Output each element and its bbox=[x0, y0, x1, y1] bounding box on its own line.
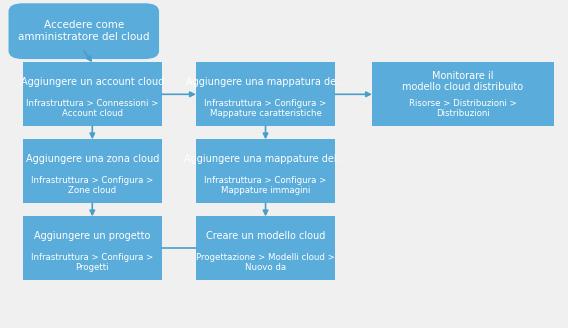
Text: Infrastruttura > Configura >
Progetti: Infrastruttura > Configura > Progetti bbox=[31, 253, 153, 272]
FancyBboxPatch shape bbox=[9, 3, 159, 59]
Bar bbox=[23, 216, 162, 280]
Text: Aggiungere un progetto: Aggiungere un progetto bbox=[34, 231, 151, 241]
Text: Aggiungere una mappature del…: Aggiungere una mappature del… bbox=[185, 154, 346, 164]
Text: Infrastruttura > Configura >
Mappature caratteristiche: Infrastruttura > Configura > Mappature c… bbox=[204, 99, 327, 118]
Text: Infrastruttura > Connessioni >
Account cloud: Infrastruttura > Connessioni > Account c… bbox=[26, 99, 158, 118]
Bar bbox=[196, 216, 335, 280]
Text: Monitorare il
modello cloud distribuito: Monitorare il modello cloud distribuito bbox=[402, 71, 524, 92]
Text: Aggiungere una mappatura de…: Aggiungere una mappatura de… bbox=[186, 76, 345, 87]
Bar bbox=[372, 62, 554, 126]
Bar bbox=[23, 62, 162, 126]
Text: Accedere come
amministratore del cloud: Accedere come amministratore del cloud bbox=[18, 20, 149, 42]
Bar bbox=[23, 139, 162, 203]
Text: Progettazione > Modelli cloud >
Nuovo da: Progettazione > Modelli cloud > Nuovo da bbox=[196, 253, 335, 272]
Bar bbox=[196, 62, 335, 126]
Text: Infrastruttura > Configura >
Zone cloud: Infrastruttura > Configura > Zone cloud bbox=[31, 176, 153, 195]
Text: Aggiungere un account cloud: Aggiungere un account cloud bbox=[20, 76, 164, 87]
Text: Infrastruttura > Configura >
Mappature immagini: Infrastruttura > Configura > Mappature i… bbox=[204, 176, 327, 195]
Text: Creare un modello cloud: Creare un modello cloud bbox=[206, 231, 325, 241]
Text: Risorse > Distribuzioni >
Distribuzioni: Risorse > Distribuzioni > Distribuzioni bbox=[409, 99, 517, 118]
Text: Aggiungere una zona cloud: Aggiungere una zona cloud bbox=[26, 154, 159, 164]
Bar bbox=[196, 139, 335, 203]
